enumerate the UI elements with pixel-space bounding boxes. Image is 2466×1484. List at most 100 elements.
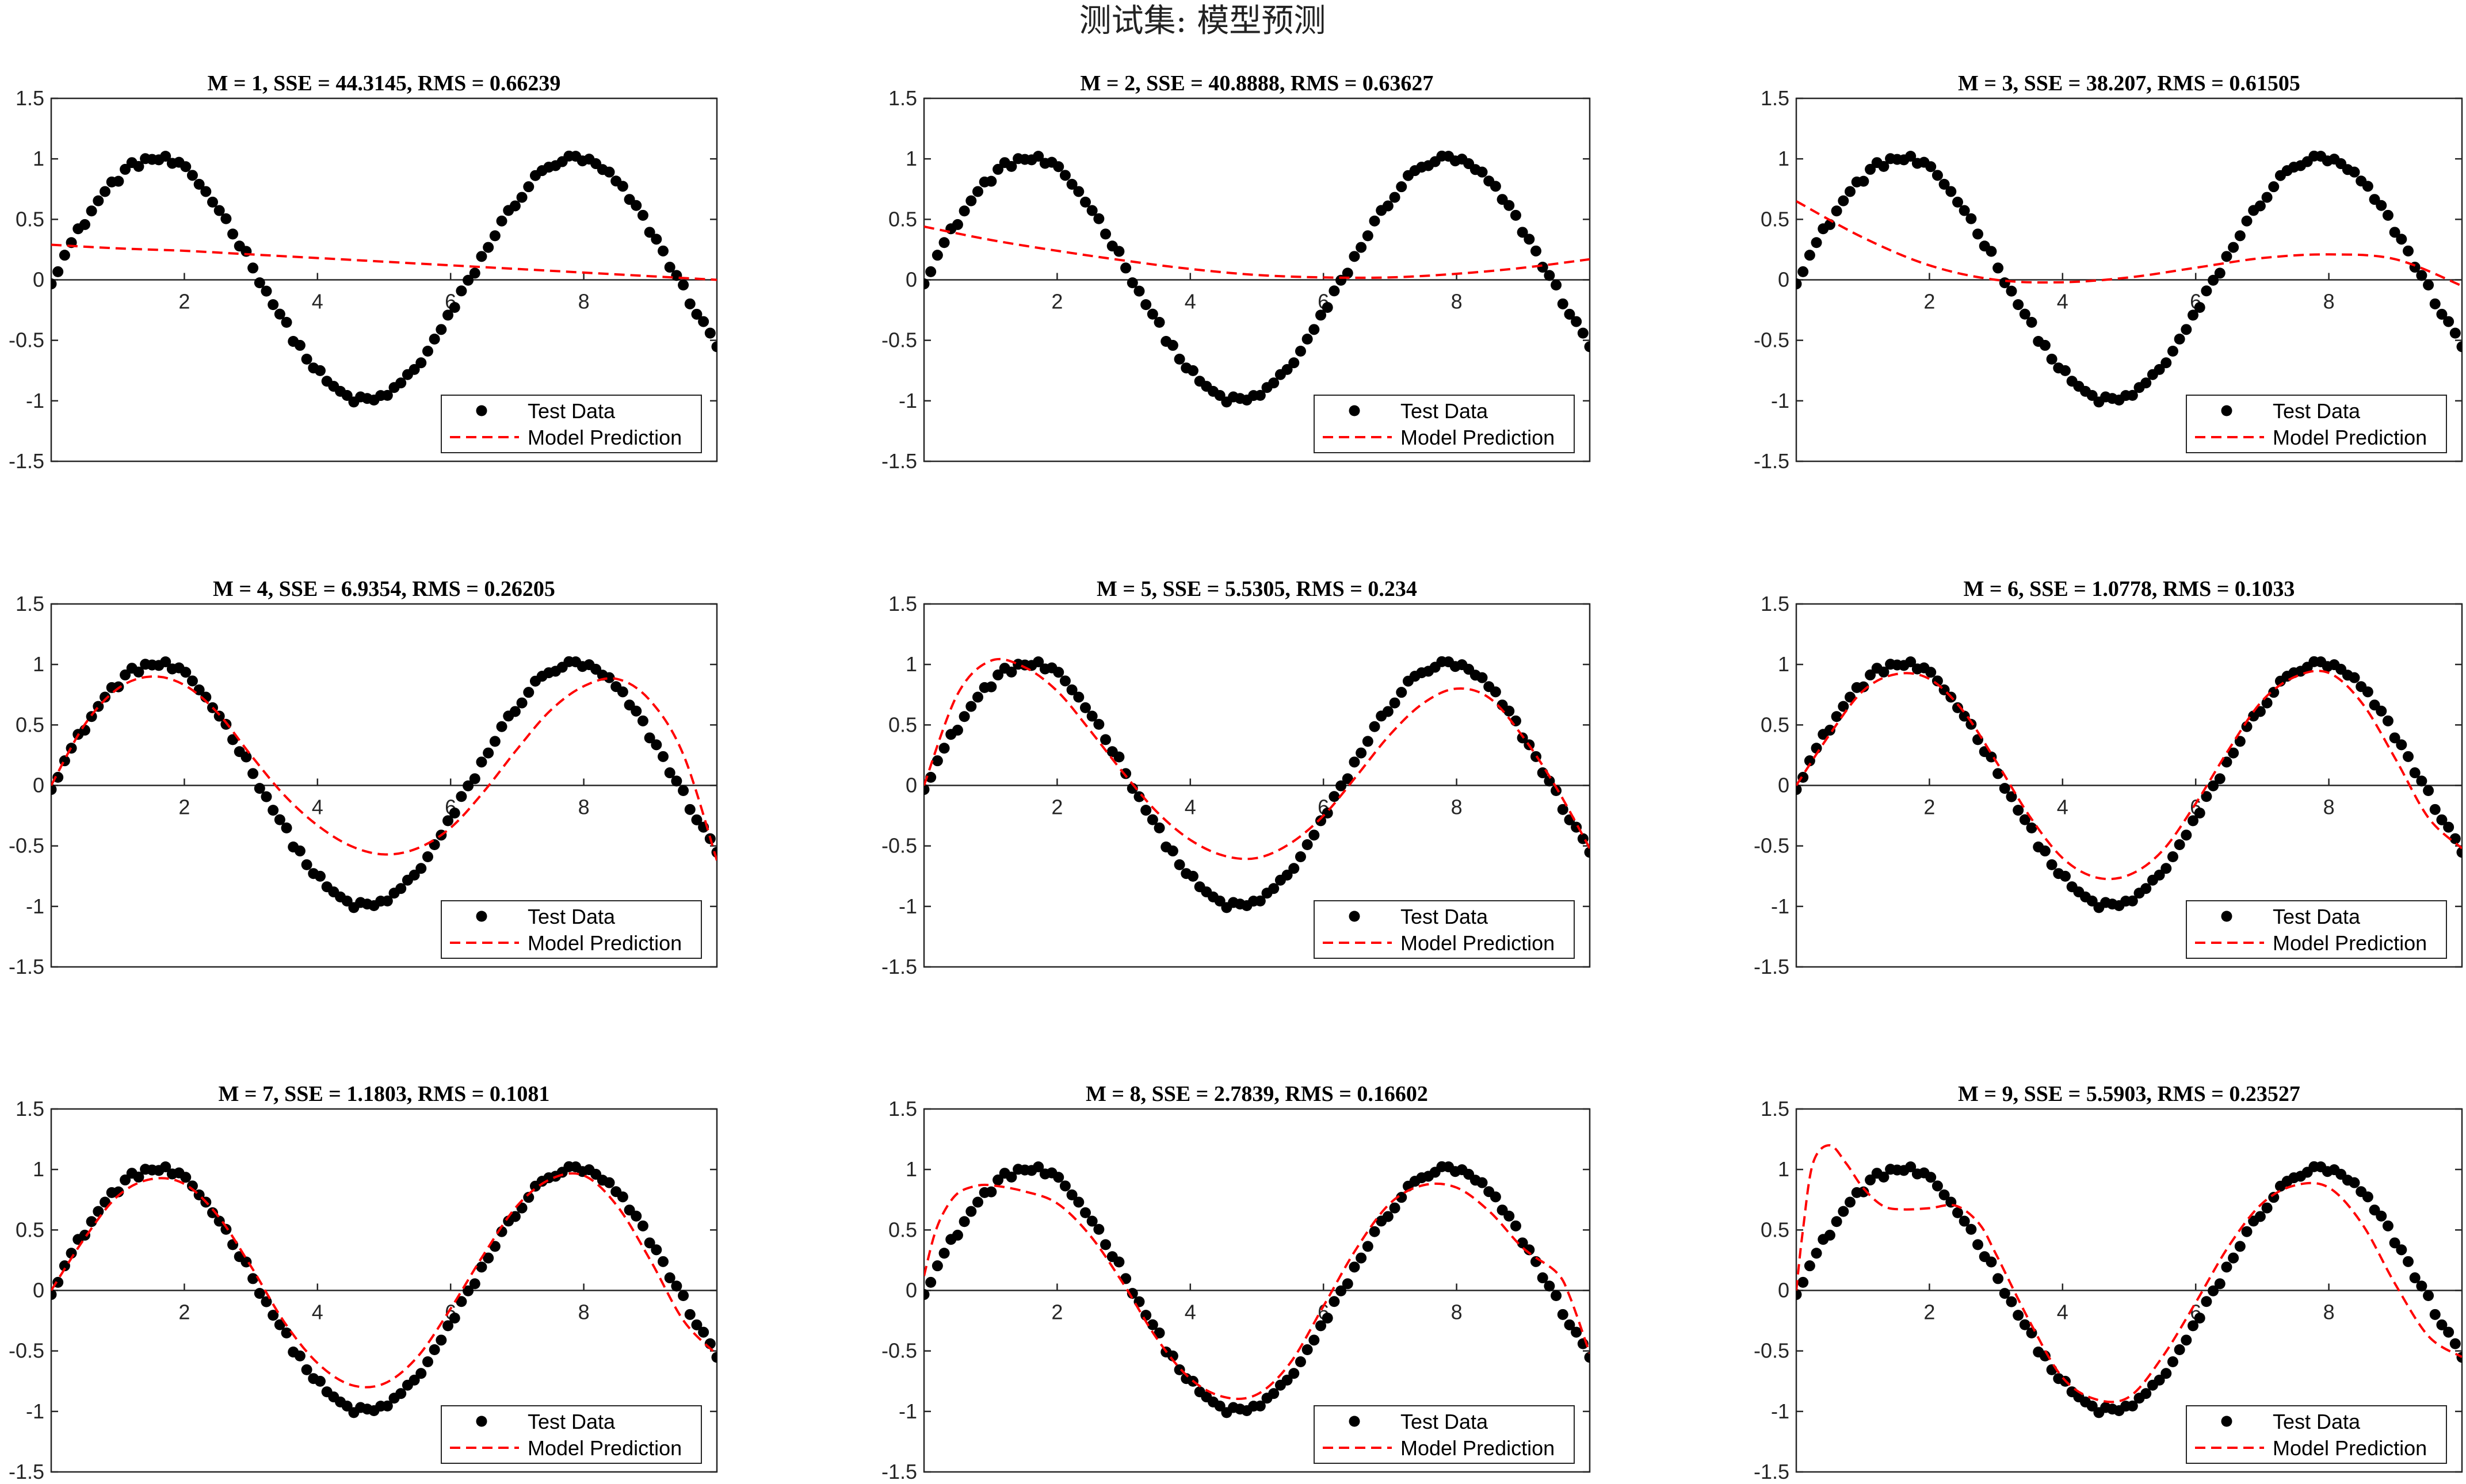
test-data-point [2362,1191,2373,1203]
test-data-point [241,751,252,763]
test-data-point [2167,851,2178,862]
test-data-point [2059,365,2071,376]
test-data-point [1174,353,1185,365]
test-data-point [2174,839,2185,851]
test-data-point [200,186,212,197]
test-data-point [2086,1401,2098,1412]
test-data-point [992,669,1004,680]
test-data-point [1053,667,1064,678]
test-data-point [523,687,535,698]
y-tick-label: 0 [33,268,44,292]
test-data-point [1382,706,1394,717]
test-data-point [2268,687,2280,698]
test-data-point [2221,1261,2232,1273]
test-data-point [2443,821,2454,833]
test-data-point [1844,691,1856,703]
test-data-point [1187,365,1198,376]
test-data-point [133,1171,144,1183]
test-data-point [1113,1256,1125,1268]
test-data-point [1093,718,1105,730]
y-tick-label: 1.5 [16,1097,44,1120]
test-data-point [2254,200,2266,212]
legend-marker-test-data [476,405,487,416]
test-data-point [1288,863,1300,874]
subplot-3: M = 3, SSE = 38.207, RMS = 0.61505 1.5 1 0.… [1754,71,2463,473]
y-tick-label: -1 [26,389,44,412]
test-data-series [51,1161,717,1418]
test-data-point [2429,298,2441,309]
test-data-point [1938,1189,1950,1200]
test-data-point [422,1356,433,1367]
test-data-point [456,791,467,802]
test-data-point [314,870,326,882]
x-tick-label: 4 [2057,1301,2068,1324]
y-tick-label: 1.5 [16,592,44,615]
test-data-point [1931,170,1943,181]
y-tick-label: 1 [906,1157,917,1181]
test-data-point [1878,1171,1889,1183]
test-data-point [469,773,480,785]
test-data-point [1301,334,1313,345]
test-data-point [1396,1192,1407,1203]
legend-label-model-prediction: Model Prediction [2273,1436,2427,1460]
test-data-point [1369,1226,1380,1237]
test-data-point [220,213,232,224]
test-data-point [254,783,265,794]
test-data-point [1992,1273,2004,1284]
test-data-point [281,822,292,833]
test-data-point [1796,278,1802,290]
legend: Test Data Model Prediction [1314,900,1575,959]
test-data-point [1999,1288,2010,1299]
test-data-point [1959,1215,1970,1227]
x-tick-label: 2 [1923,795,1935,819]
test-data-point [261,285,272,297]
legend-label-test-data: Test Data [1400,905,1488,928]
test-data-point [341,1401,353,1412]
test-data-point [2349,672,2360,683]
test-data-point [952,724,963,736]
test-data-point [463,1285,474,1296]
test-data-point [1557,298,1568,309]
test-data-point [133,160,144,172]
test-data-point [2396,1244,2407,1256]
test-data-point [2449,1338,2461,1349]
legend: Test Data Model Prediction [2186,395,2447,453]
test-data-point [1254,389,1266,401]
x-tick-label: 4 [1185,795,1196,819]
subplot-title: M = 4, SSE = 6.9354, RMS = 0.26205 [213,577,555,601]
test-data-point [2039,845,2051,856]
test-data-point [2026,1327,2037,1338]
test-data-point [207,1207,218,1218]
test-data-point [2208,1285,2219,1296]
test-data-point [1544,775,1555,787]
test-data-point [2208,780,2219,791]
test-data-point [1838,701,1849,712]
test-data-point [436,1334,447,1346]
test-data-point [1972,1239,1984,1250]
test-data-point [2443,316,2454,327]
legend-box [2186,900,2447,959]
y-tick-label: 0.5 [16,1218,44,1241]
test-data-point [1059,675,1071,687]
test-data-point [207,196,218,208]
test-data-series [924,656,1590,913]
test-data-point [2241,1226,2253,1237]
test-data-point [1831,205,1842,217]
test-data-point [1389,1202,1400,1214]
legend-label-model-prediction: Model Prediction [528,1436,682,1460]
test-data-point [1858,175,1869,187]
model-prediction-line [51,675,717,861]
test-data-point [1959,710,1970,722]
test-data-point [1174,859,1185,870]
test-data-point [651,234,662,245]
test-data-point [2362,181,2373,192]
test-data-point [99,691,110,703]
test-data-point [381,389,393,401]
test-data-point [449,302,460,313]
test-data-point [294,339,306,351]
test-data-point [1322,1313,1333,1324]
x-tick-label: 8 [2323,1301,2335,1324]
test-data-point [51,1289,57,1301]
test-data-point [2376,200,2387,211]
